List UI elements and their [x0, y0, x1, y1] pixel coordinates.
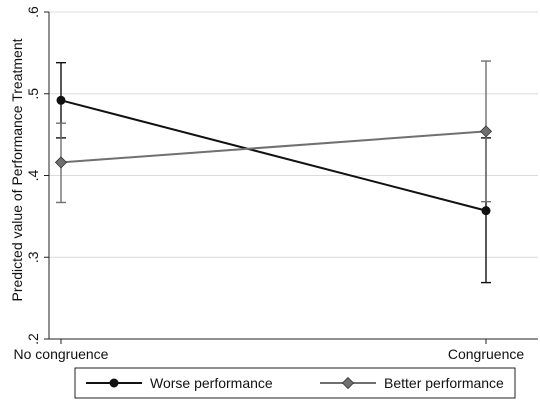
y-tick-label: .6	[25, 6, 41, 18]
legend-label: Better performance	[384, 375, 504, 391]
y-tick-label: .3	[25, 251, 41, 263]
x-axis: No congruence Congruence	[14, 338, 538, 362]
x-tick-label: Congruence	[448, 346, 524, 362]
y-tick-label: .4	[25, 169, 41, 181]
y-axis-title: Predicted value of Performance Treatment	[9, 38, 25, 301]
legend: Worse performance Better performance	[74, 367, 516, 399]
data-point	[54, 156, 68, 169]
x-tick-label: No congruence	[14, 346, 109, 362]
grid-lines	[49, 11, 538, 340]
legend-label: Worse performance	[150, 375, 273, 391]
legend-marker	[341, 376, 355, 390]
data-point	[479, 125, 493, 138]
y-tick-label: .5	[25, 88, 41, 100]
legend-box	[74, 367, 516, 399]
y-tick-label: .2	[25, 333, 41, 345]
series-line	[60, 99, 487, 212]
data-point	[481, 206, 491, 216]
data-point	[56, 95, 66, 105]
series-markers	[54, 95, 493, 216]
y-axis: .2 .3 .4 .5 .6	[25, 6, 50, 345]
series-lines	[60, 99, 487, 212]
legend-marker	[109, 378, 119, 388]
series-line	[60, 130, 487, 164]
confidence-intervals	[56, 60, 491, 284]
